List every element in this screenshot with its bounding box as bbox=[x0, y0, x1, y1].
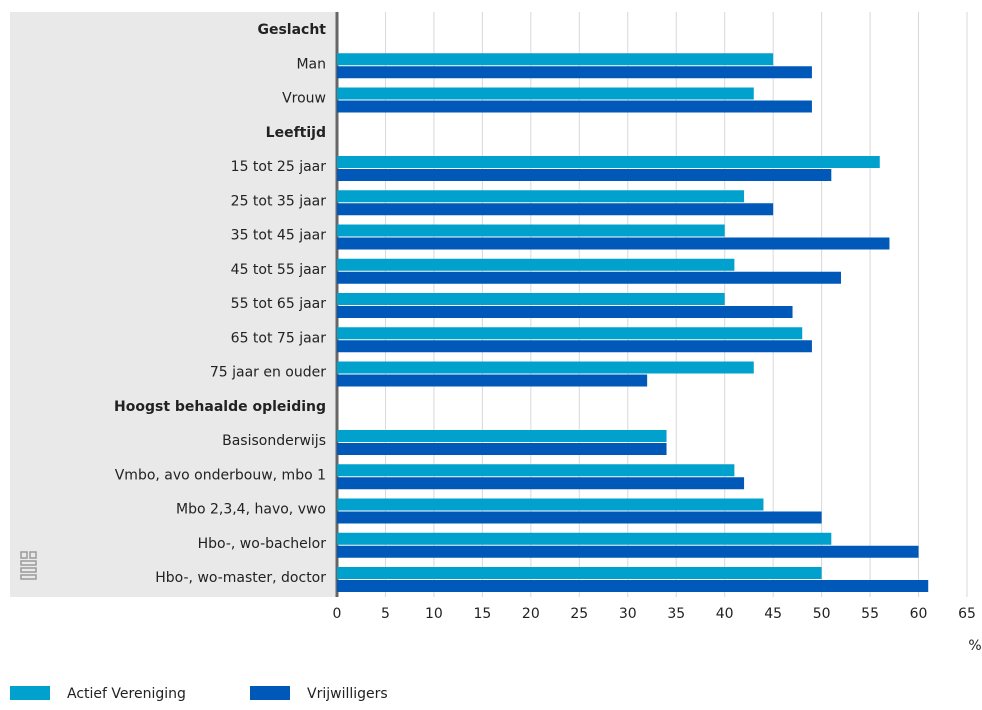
x-tick-label: 60 bbox=[910, 606, 928, 622]
bar bbox=[337, 169, 832, 181]
bar bbox=[337, 87, 754, 100]
bar bbox=[337, 567, 822, 579]
bar bbox=[337, 511, 822, 524]
x-tick-label: 40 bbox=[716, 606, 734, 622]
y-tick-label: Man bbox=[296, 56, 326, 72]
y-tick-label: 65 tot 75 jaar bbox=[231, 330, 327, 346]
bar bbox=[337, 374, 648, 387]
y-tick-label: 15 tot 25 jaar bbox=[231, 159, 327, 175]
group-header: Hoogst behaalde opleiding bbox=[114, 399, 326, 415]
group-header: Geslacht bbox=[257, 22, 326, 38]
bar bbox=[337, 258, 735, 271]
label-panel bbox=[10, 12, 337, 597]
y-tick-label: 75 jaar en ouder bbox=[210, 365, 326, 381]
bar bbox=[337, 580, 929, 592]
bar bbox=[337, 477, 745, 490]
x-tick-label: 30 bbox=[619, 606, 637, 622]
bar bbox=[337, 361, 754, 374]
y-tick-label: 45 tot 55 jaar bbox=[231, 262, 327, 278]
legend-swatch bbox=[10, 686, 50, 700]
bar bbox=[337, 430, 667, 442]
x-tick-label: 55 bbox=[861, 606, 879, 622]
x-tick-label: 50 bbox=[813, 606, 831, 622]
bar bbox=[337, 327, 803, 340]
x-tick-label: 0 bbox=[333, 606, 342, 622]
logo bbox=[20, 551, 37, 580]
y-tick-label: 25 tot 35 jaar bbox=[231, 193, 327, 209]
y-tick-label: Basisonderwijs bbox=[222, 433, 326, 449]
x-unit: % bbox=[968, 638, 981, 654]
legend-swatch bbox=[250, 686, 290, 700]
x-tick-label: 20 bbox=[522, 606, 540, 622]
bar bbox=[337, 443, 667, 455]
bar bbox=[337, 66, 812, 79]
bar bbox=[337, 237, 890, 250]
x-tick-label: 10 bbox=[425, 606, 443, 622]
y-tick-label: Vrouw bbox=[282, 91, 326, 107]
x-tick-label: 5 bbox=[381, 606, 390, 622]
x-tick-label: 15 bbox=[473, 606, 491, 622]
bar bbox=[337, 53, 774, 66]
bar bbox=[337, 532, 832, 545]
y-tick-label: Hbo-, wo-bachelor bbox=[198, 536, 327, 552]
y-tick-label: Hbo-, wo-master, doctor bbox=[155, 570, 326, 586]
y-tick-label: 55 tot 65 jaar bbox=[231, 296, 327, 312]
bar bbox=[337, 203, 774, 216]
x-tick-label: 65 bbox=[958, 606, 976, 622]
bar bbox=[337, 271, 841, 284]
bar bbox=[337, 156, 880, 168]
bar bbox=[337, 545, 919, 558]
x-tick-label: 25 bbox=[570, 606, 588, 622]
x-tick-label: 45 bbox=[764, 606, 782, 622]
bar bbox=[337, 464, 735, 477]
bar bbox=[337, 100, 812, 113]
y-tick-label: Vmbo, avo onderbouw, mbo 1 bbox=[115, 467, 326, 483]
bar bbox=[337, 498, 764, 511]
legend-label: Vrijwilligers bbox=[307, 686, 388, 702]
bar bbox=[337, 306, 793, 318]
bar bbox=[337, 340, 812, 353]
bar bbox=[337, 293, 725, 305]
y-tick-label: 35 tot 45 jaar bbox=[231, 228, 327, 244]
y-tick-label: Mbo 2,3,4, havo, vwo bbox=[176, 502, 326, 518]
group-header: Leeftijd bbox=[266, 125, 326, 141]
bar bbox=[337, 190, 745, 203]
x-tick-label: 35 bbox=[667, 606, 685, 622]
legend-label: Actief Vereniging bbox=[67, 686, 186, 702]
bar bbox=[337, 224, 725, 237]
